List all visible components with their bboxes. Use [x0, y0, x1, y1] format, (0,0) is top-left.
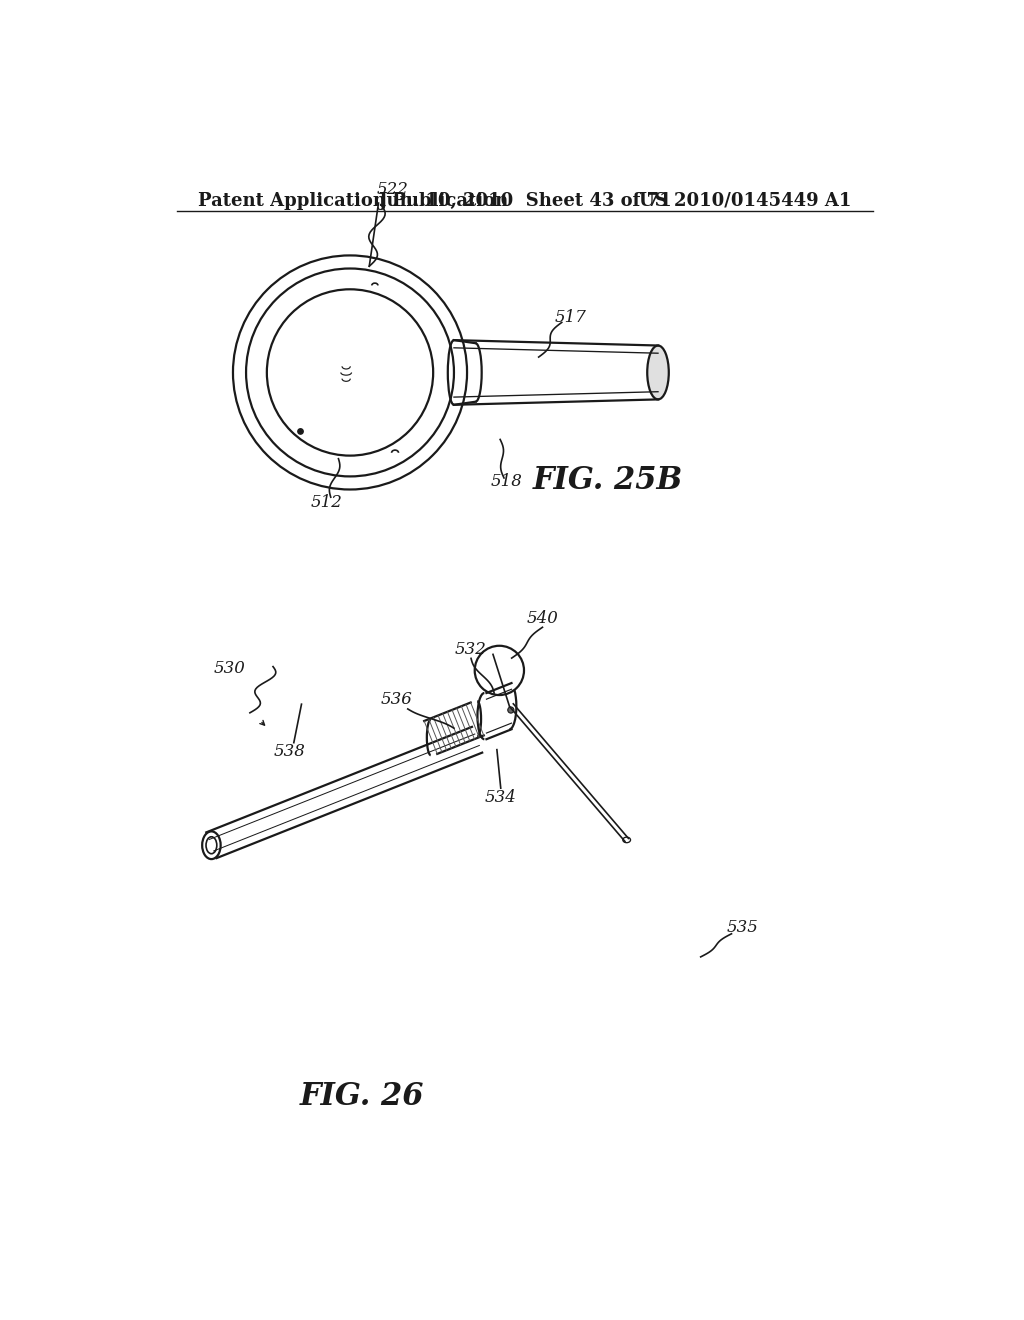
Text: 540: 540	[526, 610, 558, 627]
Ellipse shape	[202, 832, 220, 859]
Text: 532: 532	[455, 640, 487, 657]
Text: Patent Application Publication: Patent Application Publication	[199, 191, 509, 210]
Text: US 2010/0145449 A1: US 2010/0145449 A1	[639, 191, 851, 210]
Text: FIG. 25B: FIG. 25B	[532, 465, 683, 496]
Text: 530: 530	[213, 660, 245, 677]
Circle shape	[508, 708, 514, 713]
Ellipse shape	[623, 837, 631, 842]
Text: 538: 538	[274, 743, 306, 760]
Text: FIG. 26: FIG. 26	[299, 1081, 424, 1111]
Text: Jun. 10, 2010  Sheet 43 of 71: Jun. 10, 2010 Sheet 43 of 71	[378, 191, 672, 210]
Text: 535: 535	[727, 919, 759, 936]
Text: 512: 512	[311, 494, 343, 511]
Text: 534: 534	[484, 789, 517, 807]
Text: 522: 522	[377, 181, 409, 198]
Circle shape	[475, 645, 524, 696]
Ellipse shape	[267, 289, 433, 455]
Text: 536: 536	[380, 692, 412, 709]
Text: 518: 518	[490, 474, 522, 490]
Ellipse shape	[647, 346, 669, 400]
Circle shape	[298, 429, 303, 434]
Text: 517: 517	[555, 309, 587, 326]
